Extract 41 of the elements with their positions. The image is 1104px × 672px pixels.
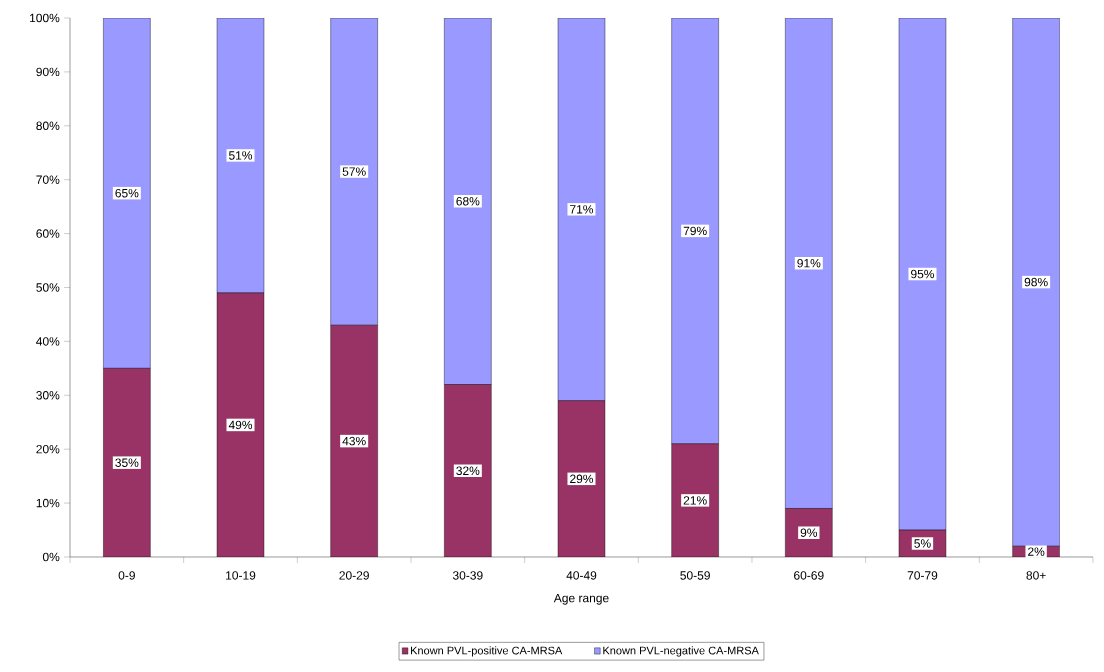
x-tick-label: 50-59: [680, 571, 710, 580]
y-tick-label: 80%: [36, 121, 60, 131]
x-tick-label: 40-49: [566, 571, 597, 580]
y-tick-label: 0%: [42, 552, 60, 562]
data-label: 68%: [456, 197, 480, 206]
y-tick-label: 10%: [36, 498, 60, 508]
data-label: 98%: [1024, 277, 1048, 287]
data-label: 32%: [456, 466, 480, 475]
y-tick-label: 100%: [30, 13, 60, 23]
x-tick-label: 60-69: [794, 571, 824, 580]
data-label: 91%: [797, 258, 821, 268]
y-tick-label: 90%: [36, 67, 60, 77]
data-label: 5%: [914, 539, 931, 548]
data-label: 71%: [570, 205, 594, 214]
data-label: 29%: [570, 474, 594, 484]
y-tick-label: 60%: [36, 229, 60, 238]
x-axis-title: Age range: [553, 593, 609, 605]
x-tick-label: 10-19: [226, 571, 256, 580]
y-tick-label: 40%: [36, 337, 60, 346]
data-label: 79%: [683, 226, 707, 236]
x-tick-label: 0-9: [118, 571, 135, 580]
x-tick-label: 20-29: [339, 571, 369, 580]
data-label: 49%: [228, 420, 253, 430]
legend-label: Known PVL-positive CA-MRSA: [411, 646, 563, 657]
y-tick-label: 50%: [36, 283, 60, 292]
data-label: 43%: [342, 436, 366, 446]
y-tick-label: 70%: [36, 175, 60, 184]
y-tick-label: 30%: [36, 391, 60, 400]
data-label: 65%: [115, 188, 139, 198]
data-label: 51%: [228, 151, 253, 160]
x-tick-label: 30-39: [452, 571, 483, 580]
data-label: 57%: [342, 167, 366, 176]
data-label: 95%: [911, 269, 935, 279]
x-tick-label: 80+: [1026, 571, 1046, 580]
data-label: 9%: [800, 528, 818, 537]
data-label: 35%: [115, 458, 139, 467]
y-tick-label: 20%: [36, 444, 60, 454]
legend-label: Known PVL-negative CA-MRSA: [603, 646, 759, 657]
data-label: 2%: [1028, 547, 1045, 556]
x-tick-label: 70-79: [907, 571, 938, 580]
data-label: 21%: [683, 496, 707, 505]
